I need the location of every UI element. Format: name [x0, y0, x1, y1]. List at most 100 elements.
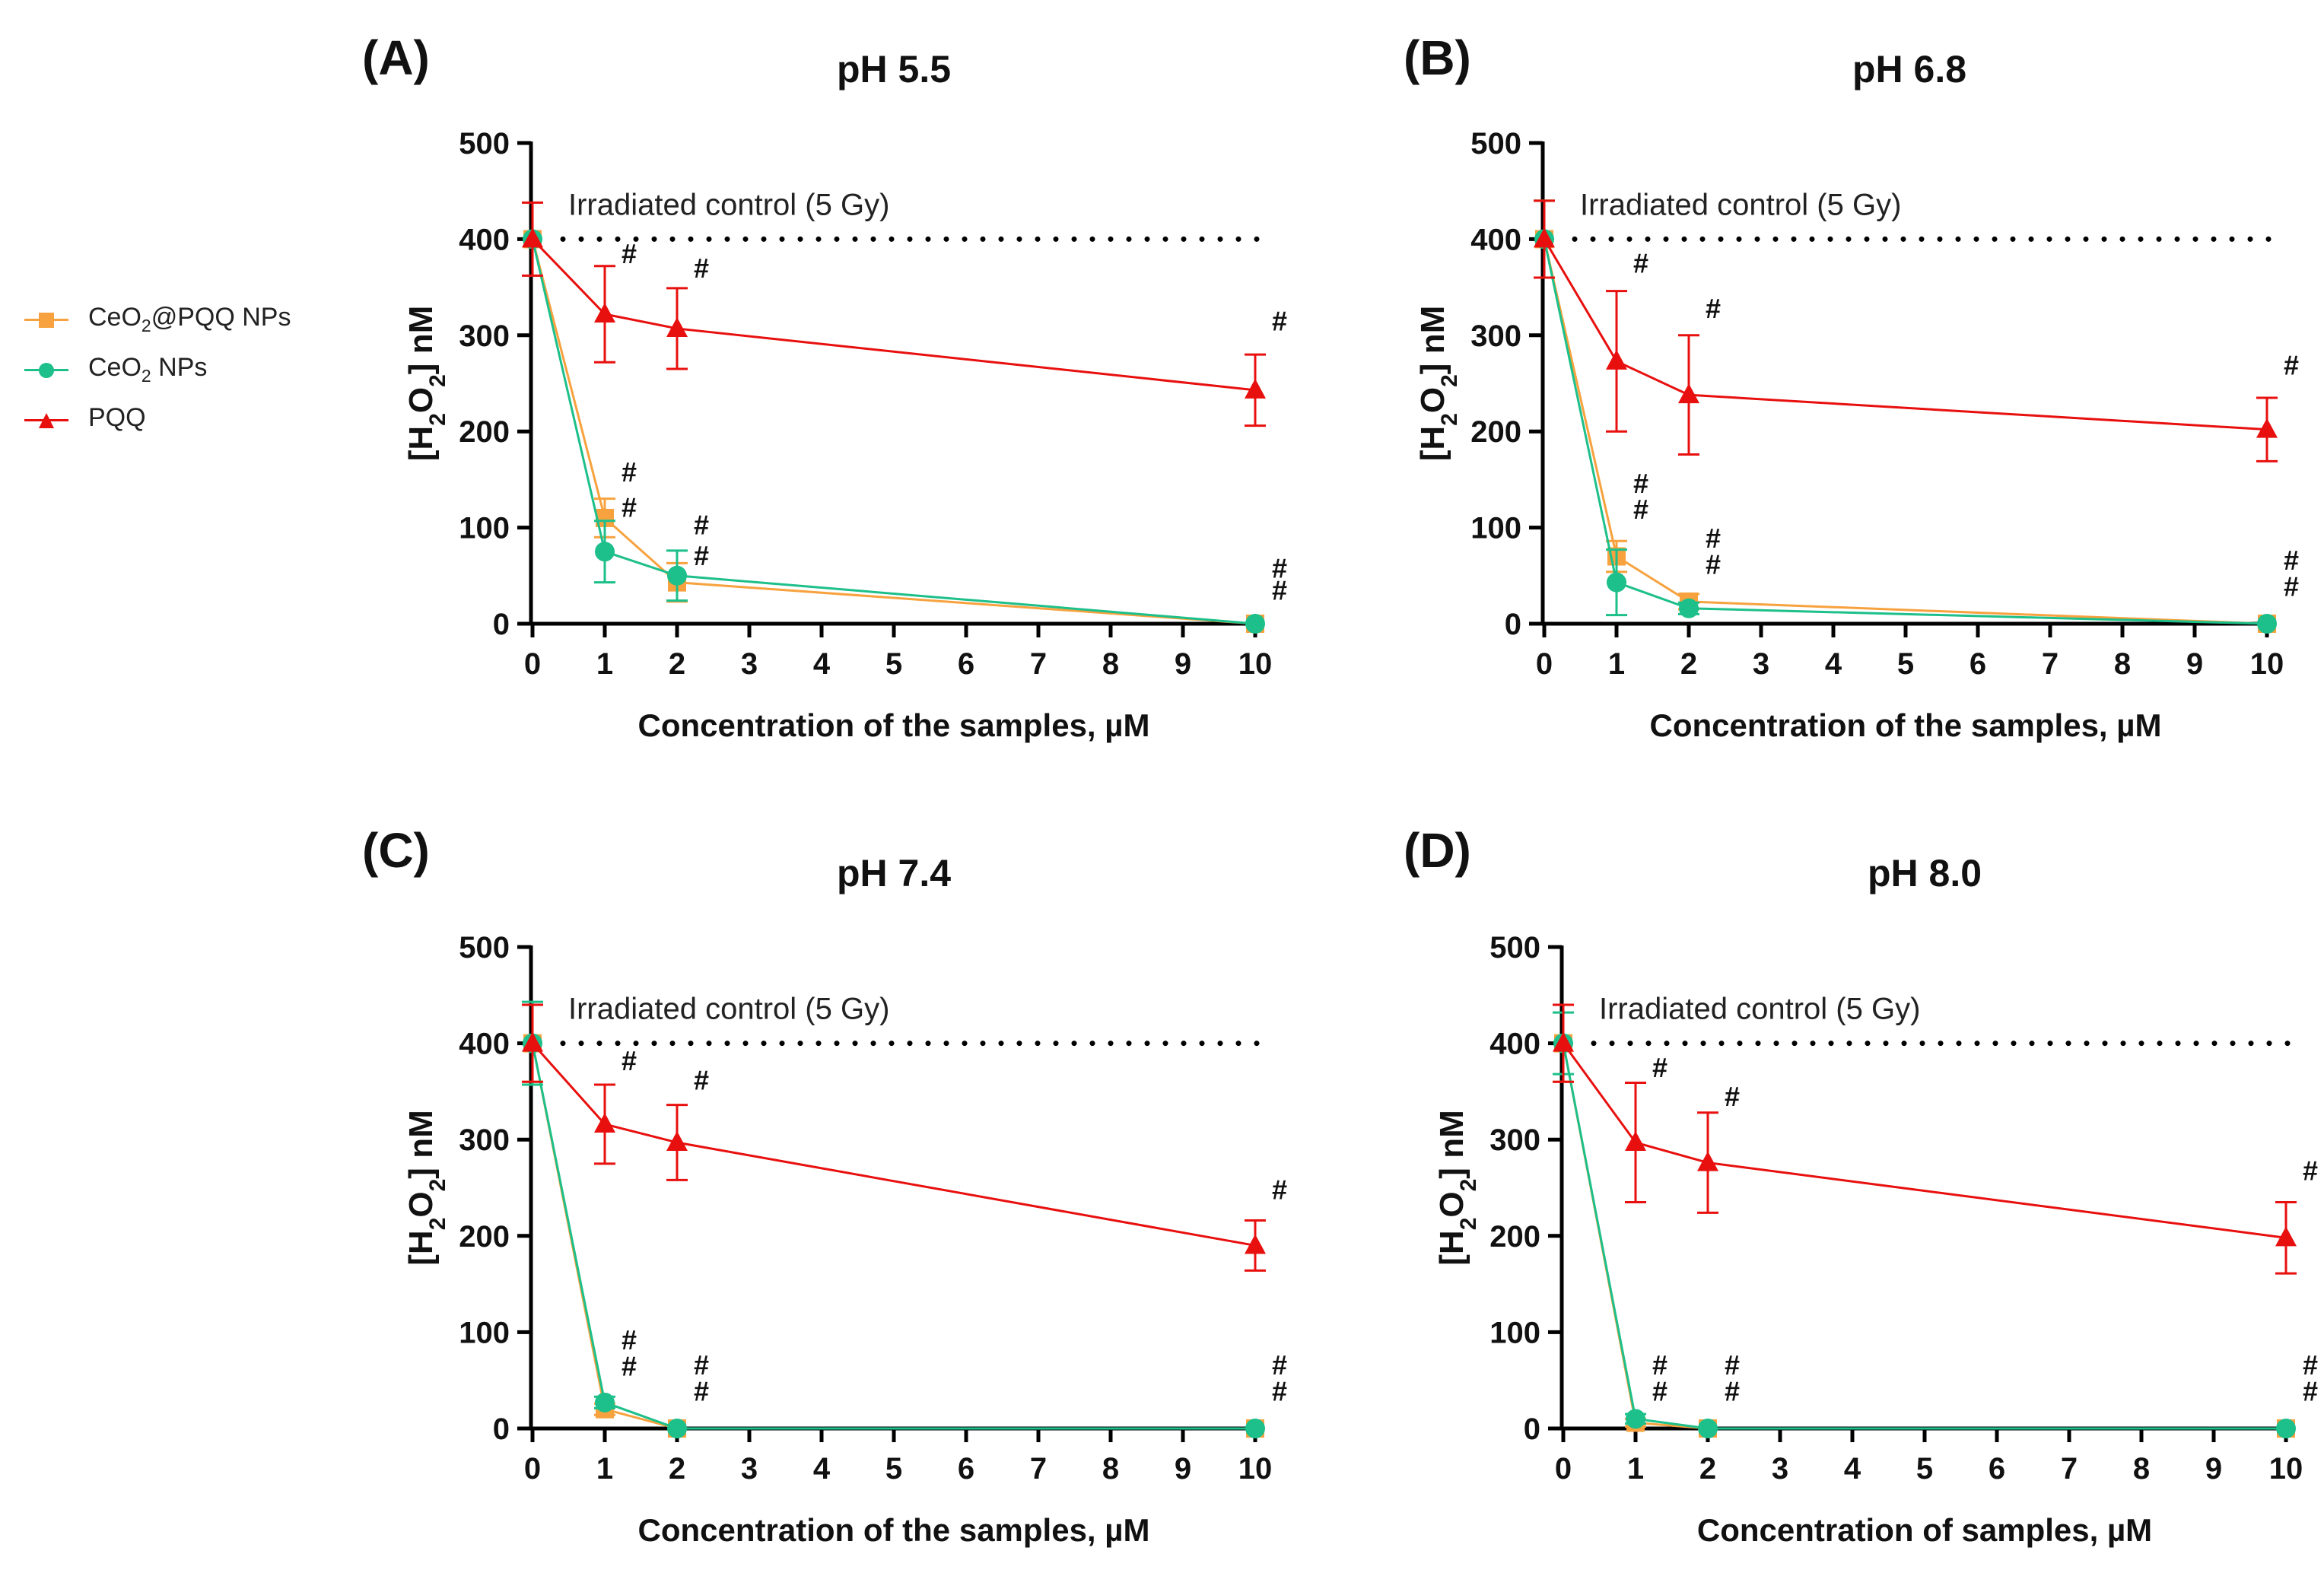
y-tick-label: 0: [493, 608, 510, 641]
series-line: [531, 239, 1256, 625]
series-line: [1543, 239, 2268, 625]
series-line: [531, 1043, 1255, 1430]
series-triangle: [522, 1003, 1266, 1272]
x-tick-label: 5: [885, 647, 902, 681]
data-point: [2256, 418, 2278, 438]
data-point: [667, 565, 687, 586]
series-line: [531, 239, 1256, 625]
x-tick-label: 3: [741, 1452, 758, 1486]
legend: CeO2@PQQ NPs CeO2 NPs PQQ: [23, 295, 350, 446]
y-tick-label: 400: [459, 223, 510, 256]
x-tick-label: 5: [885, 1452, 902, 1486]
series-triangle: [1553, 1003, 2297, 1275]
significance-mark: #: [1652, 1375, 1667, 1406]
x-tick-label: 9: [1175, 647, 1191, 681]
significance-mark: #: [1272, 1349, 1287, 1381]
chart-panel-a: (A) pH 5.5 0 100 200 300 400 500 0 1 2 3 4 5 6 7 8 9 10 Con…: [362, 30, 1287, 743]
significance-mark: #: [694, 1375, 709, 1406]
data-point: [1678, 383, 1699, 404]
significance-mark: #: [1272, 552, 1287, 583]
x-tick-label: 2: [669, 1452, 685, 1486]
y-tick-label: 300: [459, 1123, 510, 1157]
reference-label: Irradiated control (5 Gy): [568, 993, 889, 1026]
x-tick-label: 8: [2114, 647, 2131, 681]
significance-mark: #: [622, 238, 637, 269]
significance-mark: #: [1272, 1174, 1287, 1206]
significance-mark: #: [1725, 1349, 1740, 1381]
panel-label: (C): [362, 823, 430, 878]
panel-label: (D): [1404, 823, 1471, 878]
significance-mark: #: [622, 1324, 637, 1355]
x-tick-label: 2: [1699, 1452, 1716, 1486]
series-square: [523, 230, 1264, 633]
x-tick-label: 0: [1536, 647, 1553, 681]
y-tick-label: 200: [459, 415, 510, 449]
significance-mark: #: [694, 509, 709, 540]
data-point: [2276, 1419, 2296, 1438]
y-tick-label: 0: [1505, 608, 1521, 641]
data-point: [1606, 349, 1627, 370]
significance-mark: #: [2284, 545, 2299, 576]
data-point: [1245, 1419, 1265, 1438]
series-line: [531, 1042, 1256, 1247]
x-tick-label: 10: [1238, 647, 1273, 681]
data-point: [595, 542, 615, 562]
x-tick-label: 6: [1989, 1452, 2005, 1486]
legend-item-ceo2-pqq: CeO2@PQQ NPs: [23, 295, 350, 345]
x-tick-label: 7: [1030, 647, 1047, 681]
legend-label-ceo2: CeO2 NPs: [88, 353, 208, 386]
x-tick-label: 4: [813, 647, 831, 681]
x-tick-label: 6: [1970, 647, 1986, 681]
legend-label-ceo2-pqq: CeO2@PQQ NPs: [88, 303, 291, 335]
y-tick-label: 300: [1470, 319, 1521, 353]
x-tick-label: 2: [669, 647, 685, 681]
y-tick-label: 300: [1489, 1123, 1540, 1157]
significance-mark: #: [1725, 1375, 1740, 1406]
series-line: [531, 238, 1256, 392]
x-tick-label: 9: [2186, 647, 2203, 681]
legend-item-ceo2: CeO2 NPs: [23, 345, 350, 396]
y-axis-title: [H2O2] nM: [1433, 1110, 1481, 1265]
x-tick-label: 0: [524, 1452, 541, 1486]
data-point: [666, 1130, 688, 1151]
data-point: [1625, 1130, 1646, 1151]
data-point: [2275, 1226, 2297, 1247]
chart-title: pH 5.5: [837, 48, 951, 91]
series-circle: [523, 229, 1265, 634]
series-line: [1562, 1043, 2286, 1430]
data-point: [667, 1419, 687, 1438]
x-tick-label: 9: [1175, 1452, 1191, 1486]
y-tick-label: 0: [1524, 1413, 1540, 1446]
data-point: [1245, 378, 1266, 399]
circle-marker-icon: [39, 363, 54, 378]
significance-mark: #: [1725, 1081, 1740, 1112]
legend-item-pqq: PQQ: [23, 396, 350, 446]
y-tick-label: 400: [1489, 1028, 1540, 1061]
significance-mark: #: [2284, 570, 2299, 602]
x-tick-label: 9: [2205, 1452, 2222, 1486]
y-tick-label: 500: [459, 127, 510, 160]
square-marker-icon: [39, 313, 54, 328]
x-tick-label: 0: [524, 647, 541, 681]
x-tick-label: 8: [2133, 1452, 2150, 1486]
significance-mark: #: [622, 1350, 637, 1381]
chart-panel-c: (C) pH 7.4 0 100 200 300 400 500 0 1 2 3 4 5 6 7 8 9 10 Con…: [362, 823, 1287, 1548]
panel-label: (B): [1404, 30, 1471, 85]
y-axis-title: [H2O2] nM: [402, 306, 450, 461]
data-point: [522, 227, 543, 248]
chart-title: pH 6.8: [1852, 48, 1966, 91]
chart-title: pH 8.0: [1868, 852, 1982, 895]
significance-mark: #: [1706, 548, 1721, 580]
x-tick-label: 4: [1825, 647, 1842, 681]
y-tick-label: 200: [1489, 1220, 1540, 1254]
significance-mark: #: [694, 1349, 709, 1381]
x-tick-label: 5: [1897, 647, 1914, 681]
data-point: [595, 1392, 615, 1413]
x-axis-title: Concentration of the samples, µM: [638, 707, 1150, 743]
significance-mark: #: [2303, 1349, 2318, 1381]
series-triangle: [522, 201, 1266, 427]
data-point: [1245, 614, 1265, 634]
data-point: [666, 316, 688, 337]
legend-label-pqq: PQQ: [88, 403, 146, 432]
